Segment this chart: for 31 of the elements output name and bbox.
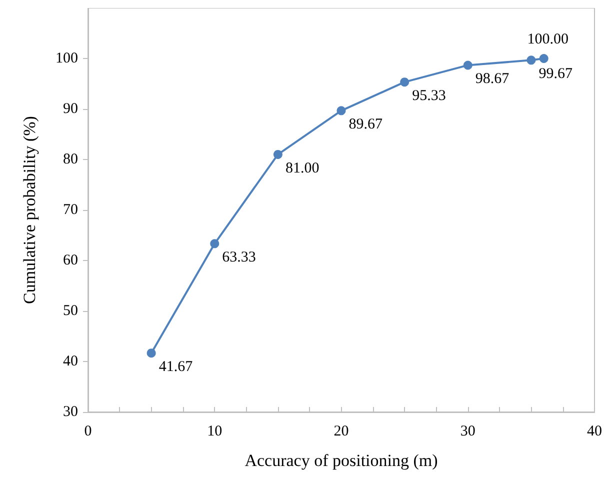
data-label: 100.00: [527, 32, 568, 48]
point: [400, 78, 410, 87]
y-tick-label: 50: [63, 303, 78, 319]
y-tick-label: 100: [56, 50, 78, 66]
point: [539, 54, 548, 63]
point: [273, 150, 282, 159]
y-tick-label: 70: [63, 202, 78, 218]
point: [463, 60, 472, 70]
x-axis-title: Accuracy of positioning (m): [244, 451, 438, 470]
data-label: 95.33: [412, 88, 446, 104]
point: [526, 56, 536, 65]
data-label: 63.33: [222, 250, 256, 266]
x-tick-label: 30: [460, 424, 476, 440]
point: [210, 239, 220, 248]
x-tick-label: 40: [587, 424, 602, 440]
data-label: 89.67: [348, 116, 383, 133]
y-tick-label: 40: [63, 354, 78, 370]
point: [146, 348, 156, 358]
y-tick-label: 60: [63, 252, 78, 268]
y-tick-label: 90: [63, 101, 78, 117]
y-tick-label: 30: [63, 404, 78, 420]
x-tick-label: 0: [84, 424, 92, 440]
point: [336, 106, 346, 116]
data-label: 99.67: [538, 66, 573, 82]
data-label: 41.67: [158, 359, 194, 376]
data-label: 98.67: [475, 71, 510, 88]
x-tick-label: 20: [334, 424, 349, 440]
y-tick-label: 80: [63, 152, 78, 168]
data-label: 81.00: [285, 160, 320, 176]
x-tick-label: 10: [207, 424, 222, 440]
y-axis-title: Cumulative probability (%): [20, 116, 39, 304]
